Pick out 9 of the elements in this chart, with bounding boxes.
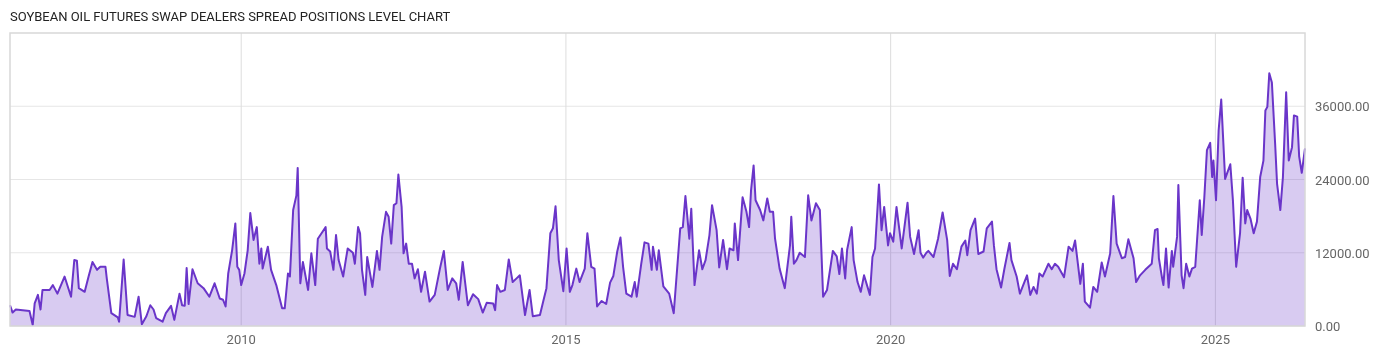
x-tick-label: 2010: [226, 332, 256, 347]
y-tick-label: 12000.00: [1315, 245, 1370, 261]
y-tick-label: 24000.00: [1315, 172, 1370, 188]
x-tick-label: 2020: [876, 332, 906, 347]
x-tick-label: 2015: [551, 332, 581, 347]
y-tick-label: 36000.00: [1315, 99, 1370, 115]
x-tick-label: 2025: [1200, 332, 1230, 347]
y-tick-label: 0.00: [1315, 319, 1341, 334]
chart-title: SOYBEAN OIL FUTURES SWAP DEALERS SPREAD POSITIONS LEVEL CHART: [10, 9, 451, 24]
